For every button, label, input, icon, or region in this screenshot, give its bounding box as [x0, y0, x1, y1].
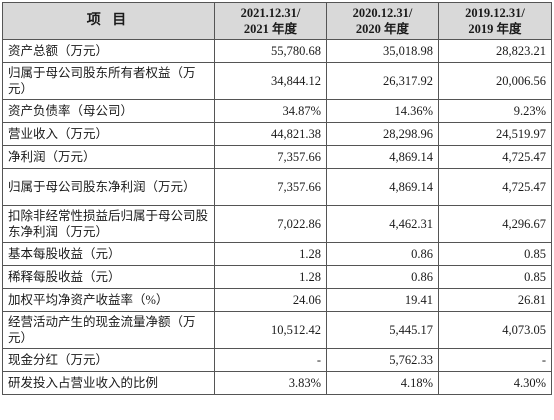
value-2021: 24.06	[214, 288, 327, 312]
value-2020: 4,462.31	[326, 205, 439, 243]
value-2019: 26.81	[438, 288, 552, 312]
header-2020-date: 2020.12.31/	[352, 6, 413, 20]
value-2021: 7,022.86	[214, 205, 327, 243]
value-2021: 44,821.38	[214, 122, 327, 146]
value-2020: 0.86	[326, 265, 439, 289]
table-row: 研发投入占营业收入的比例 3.83% 4.18% 4.30%	[2, 371, 552, 395]
table-row: 稀释每股收益（元） 1.28 0.86 0.85	[2, 265, 552, 289]
row-label: 经营活动产生的现金流量净额（万元）	[2, 311, 215, 349]
value-2021: 34.87%	[214, 99, 327, 123]
value-2020: 0.86	[326, 242, 439, 266]
value-2021: 7,357.66	[214, 145, 327, 169]
table-row: 经营活动产生的现金流量净额（万元） 10,512.42 5,445.17 4,0…	[2, 311, 552, 349]
value-2020: 5,762.33	[326, 348, 439, 372]
row-label: 研发投入占营业收入的比例	[2, 371, 215, 395]
value-2020: 28,298.96	[326, 122, 439, 146]
table-row: 资产总额（万元） 55,780.68 35,018.98 28,823.21	[2, 39, 552, 63]
value-2020: 14.36%	[326, 99, 439, 123]
value-2020: 4.18%	[326, 371, 439, 395]
value-2019: 0.85	[438, 265, 552, 289]
value-2020: 19.41	[326, 288, 439, 312]
header-2020-year: 2020 年度	[355, 22, 410, 36]
financial-summary-table: 项 目 2021.12.31/ 2021 年度 2020.12.31/ 2020…	[2, 2, 552, 395]
table-row: 基本每股收益（元） 1.28 0.86 0.85	[2, 242, 552, 266]
row-label: 资产总额（万元）	[2, 39, 215, 63]
row-label: 资产负债率（母公司）	[2, 99, 215, 123]
value-2021: 1.28	[214, 265, 327, 289]
row-label: 稀释每股收益（元）	[2, 265, 215, 289]
table-row: 净利润（万元） 7,357.66 4,869.14 4,725.47	[2, 145, 552, 169]
value-2021: 1.28	[214, 242, 327, 266]
row-label: 净利润（万元）	[2, 145, 215, 169]
value-2019: 4,296.67	[438, 205, 552, 243]
row-label: 归属于母公司股东净利润（万元）	[2, 168, 215, 206]
value-2019: 24,519.97	[438, 122, 552, 146]
value-2021: 55,780.68	[214, 39, 327, 63]
header-2020: 2020.12.31/ 2020 年度	[326, 2, 439, 40]
header-item: 项 目	[2, 2, 215, 40]
table-row: 营业收入（万元） 44,821.38 28,298.96 24,519.97	[2, 122, 552, 146]
value-2019: 4,725.47	[438, 145, 552, 169]
value-2021: -	[214, 348, 327, 372]
value-2020: 4,869.14	[326, 168, 439, 206]
value-2019: 0.85	[438, 242, 552, 266]
row-label: 扣除非经常性损益后归属于母公司股东净利润（万元）	[2, 205, 215, 243]
row-label: 归属于母公司股东所有者权益（万元）	[2, 62, 215, 100]
header-2019-year: 2019 年度	[468, 22, 522, 36]
table-row: 加权平均净资产收益率（%） 24.06 19.41 26.81	[2, 288, 552, 312]
table-row: 资产负债率（母公司） 34.87% 14.36% 9.23%	[2, 99, 552, 123]
table-row: 扣除非经常性损益后归属于母公司股东净利润（万元） 7,022.86 4,462.…	[2, 205, 552, 243]
value-2019: 9.23%	[438, 99, 552, 123]
table-header-row: 项 目 2021.12.31/ 2021 年度 2020.12.31/ 2020…	[2, 2, 552, 40]
header-2021-date: 2021.12.31/	[240, 6, 301, 20]
table-row: 归属于母公司股东净利润（万元） 7,357.66 4,869.14 4,725.…	[2, 168, 552, 206]
header-2019: 2019.12.31/ 2019 年度	[438, 2, 552, 40]
value-2019: 4,725.47	[438, 168, 552, 206]
header-2021-year: 2021 年度	[243, 22, 298, 36]
row-label: 现金分红（万元）	[2, 348, 215, 372]
value-2019: -	[438, 348, 552, 372]
value-2019: 28,823.21	[438, 39, 552, 63]
value-2019: 4,073.05	[438, 311, 552, 349]
value-2020: 35,018.98	[326, 39, 439, 63]
header-2019-date: 2019.12.31/	[465, 6, 525, 20]
table-row: 归属于母公司股东所有者权益（万元） 34,844.12 26,317.92 20…	[2, 62, 552, 100]
value-2021: 34,844.12	[214, 62, 327, 100]
value-2020: 5,445.17	[326, 311, 439, 349]
row-label: 营业收入（万元）	[2, 122, 215, 146]
table-row: 现金分红（万元） - 5,762.33 -	[2, 348, 552, 372]
value-2019: 20,006.56	[438, 62, 552, 100]
value-2021: 3.83%	[214, 371, 327, 395]
header-2021: 2021.12.31/ 2021 年度	[214, 2, 327, 40]
row-label: 加权平均净资产收益率（%）	[2, 288, 215, 312]
value-2021: 10,512.42	[214, 311, 327, 349]
row-label: 基本每股收益（元）	[2, 242, 215, 266]
value-2020: 4,869.14	[326, 145, 439, 169]
value-2020: 26,317.92	[326, 62, 439, 100]
value-2021: 7,357.66	[214, 168, 327, 206]
value-2019: 4.30%	[438, 371, 552, 395]
